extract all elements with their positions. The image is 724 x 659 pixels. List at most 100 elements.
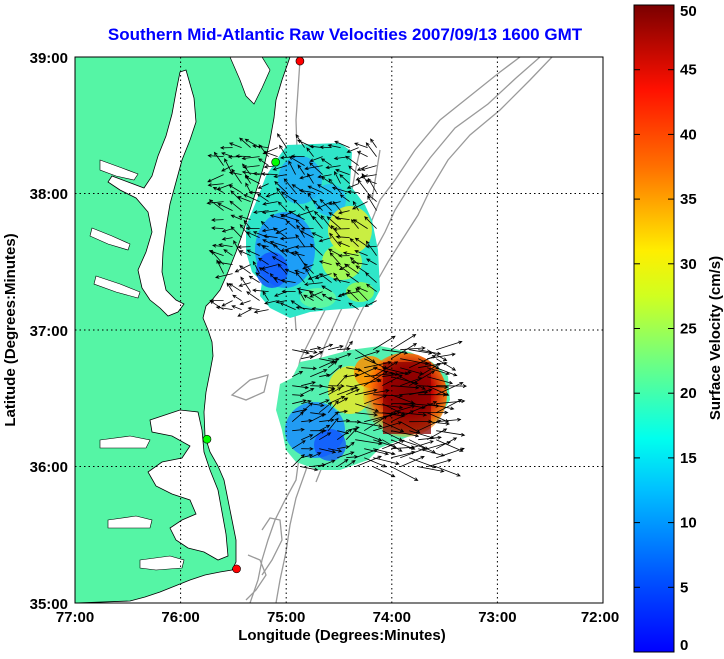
- y-tick-label: 38:00: [30, 186, 68, 203]
- velocity-arrow: [272, 227, 287, 238]
- velocity-arrow: [339, 194, 350, 202]
- x-tick-label: 75:00: [267, 609, 305, 626]
- radar-site-marker: [271, 157, 280, 167]
- velocity-field-south: [276, 334, 467, 481]
- velocity-arrow: [320, 158, 332, 166]
- velocity-arrow: [436, 447, 465, 459]
- velocity-arrow: [261, 210, 278, 215]
- velocity-arrow: [342, 251, 359, 256]
- velocity-arrow: [308, 291, 323, 301]
- velocity-arrow: [355, 403, 380, 413]
- velocity-arrow: [238, 215, 251, 220]
- velocity-arrow: [427, 403, 455, 411]
- plot-area: [75, 57, 603, 603]
- colorbar-tick-label: 25: [680, 321, 697, 338]
- velocity-arrow: [276, 133, 287, 148]
- velocity-arrow: [253, 210, 269, 214]
- velocity-arrow: [274, 180, 287, 193]
- radar-site-marker: [295, 57, 305, 66]
- velocity-arrow: [228, 184, 242, 193]
- velocity-arrow: [345, 340, 353, 350]
- velocity-arrow: [370, 138, 377, 148]
- velocity-arrow: [318, 237, 332, 243]
- velocity-arrow: [226, 282, 233, 292]
- velocity-arrow: [279, 213, 296, 220]
- velocity-arrow: [275, 299, 287, 304]
- velocity-arrow: [436, 382, 464, 396]
- velocity-arrow: [427, 352, 456, 360]
- velocity-arrow: [327, 143, 341, 148]
- velocity-arrow: [239, 265, 251, 274]
- velocity-arrow: [291, 184, 305, 193]
- velocity-arrow: [355, 421, 383, 428]
- velocity-arrow: [337, 387, 355, 396]
- velocity-arrow: [337, 409, 349, 414]
- velocity-arrow: [319, 418, 335, 423]
- velocity-arrow: [373, 457, 400, 466]
- velocity-arrow: [418, 419, 442, 432]
- velocity-arrow: [400, 447, 427, 459]
- velocity-arrow: [436, 417, 462, 423]
- velocity-arrow: [265, 192, 278, 198]
- velocity-arrow: [301, 366, 318, 371]
- colorbar-tick-label: 20: [680, 385, 697, 402]
- velocity-arrow: [218, 243, 233, 247]
- velocity-arrow: [390, 343, 418, 360]
- velocity-arrow: [328, 448, 343, 453]
- colorbar-tick-label: 35: [680, 191, 697, 208]
- velocity-arrow: [427, 376, 454, 385]
- velocity-arrow: [363, 415, 388, 432]
- velocity-arrow: [301, 355, 314, 360]
- velocity-arrow: [269, 240, 287, 247]
- velocity-arrow: [288, 156, 305, 166]
- velocity-arrow: [263, 300, 278, 305]
- velocity-arrow: [319, 343, 334, 351]
- velocity-arrow: [246, 231, 260, 238]
- velocity-arrow: [275, 228, 287, 234]
- velocity-arrow: [298, 188, 314, 193]
- velocity-arrow: [280, 278, 296, 283]
- chart-title: Southern Mid-Atlantic Raw Velocities 200…: [108, 25, 583, 44]
- velocity-arrow: [355, 378, 382, 387]
- velocity-arrow: [258, 158, 269, 166]
- velocity-arrow: [382, 349, 409, 355]
- velocity-arrow: [307, 185, 323, 193]
- velocity-arrow: [427, 349, 448, 361]
- velocity-arrow: [313, 210, 323, 220]
- velocity-arrow: [291, 453, 305, 467]
- velocity-arrow: [261, 245, 278, 256]
- velocity-arrow: [297, 164, 305, 175]
- velocity-arrow: [272, 243, 287, 256]
- velocity-arrow: [237, 245, 251, 249]
- velocity-arrow: [318, 432, 332, 441]
- velocity-arrow: [364, 360, 393, 369]
- velocity-arrow: [365, 272, 377, 283]
- velocity-arrow: [418, 410, 449, 415]
- velocity-arrow: [262, 234, 278, 239]
- velocity-arrow: [215, 305, 233, 310]
- velocity-arrow: [328, 384, 345, 388]
- velocity-arrow: [262, 290, 269, 301]
- velocity-arrow: [436, 340, 463, 351]
- velocity-arrow: [309, 156, 323, 162]
- velocity-arrow: [418, 392, 448, 397]
- velocity-arrow: [336, 458, 349, 468]
- velocity-arrow: [391, 404, 416, 414]
- velocity-arrow: [219, 145, 233, 150]
- velocity-arrow: [327, 417, 339, 431]
- velocity-arrow: [301, 381, 316, 387]
- velocity-arrow: [352, 219, 368, 229]
- velocity-arrow: [245, 182, 251, 193]
- velocity-arrow: [281, 289, 296, 294]
- velocity-arrow: [304, 165, 323, 171]
- velocity-arrow: [436, 399, 463, 414]
- velocity-arrow: [223, 249, 233, 256]
- velocity-arrow: [318, 260, 332, 265]
- velocity-arrow: [279, 236, 296, 241]
- velocity-arrow: [400, 455, 425, 468]
- velocity-arrow: [354, 237, 368, 247]
- velocity-arrow: [310, 413, 326, 423]
- velocity-arrow: [290, 251, 305, 256]
- colorbar-tick-label: 15: [680, 450, 697, 467]
